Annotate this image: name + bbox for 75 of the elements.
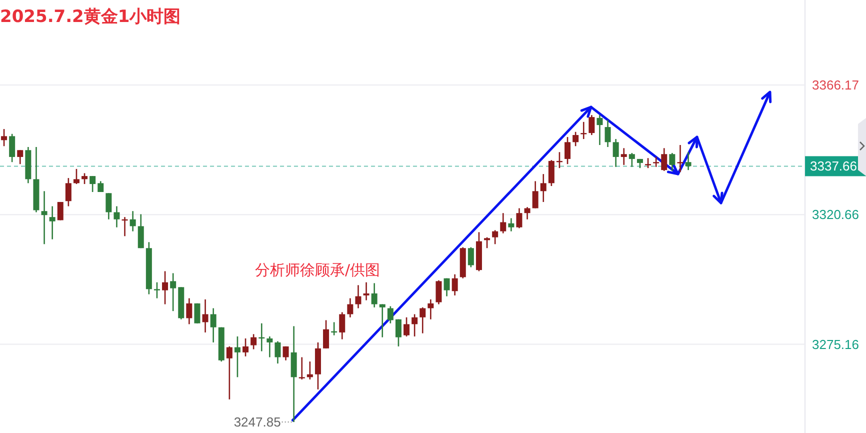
candlestick — [186, 298, 192, 325]
candlestick — [170, 272, 176, 312]
candlestick — [532, 180, 538, 209]
candlestick — [428, 298, 434, 320]
candlestick — [379, 304, 386, 338]
candlestick — [298, 356, 305, 380]
candlestick — [436, 280, 442, 305]
annotation: 3247.85 — [234, 414, 281, 430]
candlestick — [395, 318, 402, 348]
candlestick — [73, 168, 80, 185]
candlestick — [114, 206, 120, 228]
candlestick — [484, 236, 490, 249]
candlestick — [645, 157, 652, 169]
candlestick — [548, 159, 554, 187]
candlestick — [612, 138, 619, 168]
y-tick-label: 3275.16 — [812, 336, 859, 352]
candlestick — [210, 308, 216, 344]
candlestick — [242, 338, 249, 358]
candlestick — [347, 298, 354, 318]
candlestick — [162, 270, 168, 305]
candlestick — [323, 320, 330, 350]
y-tick-label: 3320.66 — [812, 207, 859, 222]
candlestick — [452, 274, 458, 296]
candlestick — [444, 278, 450, 297]
candlestick — [492, 230, 498, 245]
candlestick — [596, 114, 603, 146]
candlestick — [604, 119, 611, 148]
candlestick — [412, 314, 418, 338]
candlestick — [371, 282, 378, 308]
candlestick — [404, 316, 410, 338]
candlestick — [508, 218, 514, 232]
y-tick-label: 3366.17 — [812, 78, 859, 93]
candlestick — [500, 212, 506, 234]
candlestick — [274, 340, 281, 364]
candlestick — [355, 284, 362, 309]
candlestick — [266, 336, 273, 358]
candlestick — [9, 133, 16, 163]
candlestick — [226, 346, 232, 400]
ref-line-label: 3337.66 — [810, 158, 857, 174]
text: 2025.7.2黄金1小时图 — [0, 7, 181, 27]
candlestick — [588, 114, 595, 136]
candlestick — [620, 147, 627, 166]
candlestick — [154, 282, 160, 299]
candlestick — [572, 131, 579, 147]
candlestick — [282, 346, 289, 362]
candlestick — [516, 208, 522, 229]
candlestick — [387, 306, 394, 324]
candlestick — [628, 152, 635, 168]
candlestick — [661, 147, 668, 172]
candlestick — [524, 206, 530, 220]
candlestick — [194, 302, 200, 324]
candlestick — [677, 144, 684, 173]
candlestick — [17, 149, 24, 165]
candlestick — [65, 177, 72, 207]
candlestick — [669, 152, 676, 172]
candlestick — [1, 128, 8, 147]
annotation: 分析师徐顾承/供图 — [255, 261, 380, 279]
candlestick — [250, 334, 257, 350]
candlestick — [82, 172, 88, 185]
candlestick — [138, 214, 144, 249]
candlestick — [49, 206, 56, 240]
candlestick — [653, 156, 660, 168]
candlestick — [540, 173, 546, 203]
candlestick — [363, 282, 370, 301]
candlestick — [90, 175, 96, 193]
candlestick — [202, 298, 208, 334]
candlestick — [685, 151, 692, 171]
candlestick — [339, 312, 346, 340]
candlestick — [41, 190, 48, 245]
candlestick — [106, 192, 112, 220]
candlestick — [420, 306, 426, 334]
candlestick — [234, 336, 240, 378]
candlestick — [468, 246, 474, 268]
candlestick — [130, 210, 136, 232]
candlestick — [564, 136, 571, 165]
